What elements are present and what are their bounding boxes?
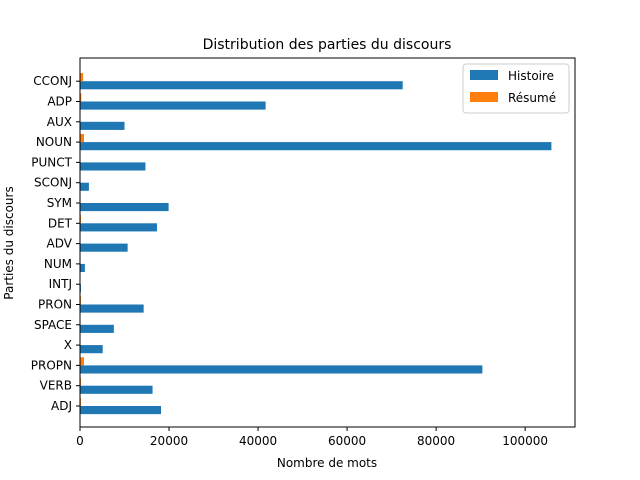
bar-resume-noun <box>80 133 85 143</box>
bar-histoire-num <box>80 263 85 273</box>
y-tick-label-pron: PRON <box>38 298 72 312</box>
x-tick-label-60000: 60000 <box>328 434 366 448</box>
bar-histoire-verb <box>80 385 153 394</box>
bar-histoire-x <box>80 345 103 354</box>
legend: Histoire Résumé <box>462 63 570 114</box>
bar-resume-cconj <box>80 73 84 82</box>
y-tick-label-punct: PUNCT <box>31 155 72 169</box>
legend-label-resume: Résumé <box>508 91 556 105</box>
bar-histoire-adp <box>80 101 266 110</box>
x-tick-label-100000: 100000 <box>502 434 548 448</box>
x-axis-label: Nombre de mots <box>277 456 377 470</box>
bar-histoire-pron <box>80 304 144 313</box>
bar-resume-adp <box>80 93 82 102</box>
x-tick-label-20000: 20000 <box>150 434 188 448</box>
bars-layer <box>80 73 552 415</box>
legend-swatch-histoire <box>470 70 498 80</box>
bar-histoire-sym <box>80 203 169 212</box>
bar-histoire-adv <box>80 243 128 252</box>
y-tick-label-x: X <box>64 338 72 352</box>
axes-frame <box>79 57 576 428</box>
y-tick-label-aux: AUX <box>47 115 72 129</box>
y-tick-label-adp: ADP <box>47 95 72 109</box>
bar-histoire-space <box>80 324 114 333</box>
y-axis-label: Parties du discours <box>2 186 16 299</box>
x-tick-label-80000: 80000 <box>417 434 455 448</box>
y-axis-ticks: ADJ VERB PROPN X SPACE PRON INTJ NUM ADV DET SYM SC… <box>31 74 80 413</box>
bar-histoire-sconj <box>80 182 89 191</box>
y-tick-label-cconj: CCONJ <box>33 74 72 88</box>
bar-histoire-noun <box>80 142 552 151</box>
bar-histoire-cconj <box>80 81 403 90</box>
y-tick-label-num: NUM <box>44 257 72 271</box>
y-tick-label-propn: PROPN <box>31 358 72 372</box>
bar-histoire-aux <box>80 121 125 130</box>
y-tick-label-noun: NOUN <box>36 135 72 149</box>
legend-swatch-resume <box>470 92 498 102</box>
bar-histoire-adj <box>80 406 162 415</box>
y-tick-label-intj: INTJ <box>49 277 72 291</box>
x-tick-label-40000: 40000 <box>239 434 277 448</box>
bar-histoire-punct <box>80 162 146 171</box>
y-tick-label-det: DET <box>48 216 73 230</box>
bar-histoire-propn <box>80 365 483 374</box>
legend-label-histoire: Histoire <box>508 69 554 83</box>
y-tick-label-verb: VERB <box>40 379 72 393</box>
y-tick-label-sym: SYM <box>47 196 72 210</box>
bar-histoire-det <box>80 223 158 232</box>
x-tick-label-0: 0 <box>76 434 84 448</box>
bar-resume-propn <box>80 357 85 366</box>
y-tick-label-adv: ADV <box>47 237 73 251</box>
y-tick-label-space: SPACE <box>34 318 72 332</box>
x-axis-ticks: 0 20000 40000 60000 80000 100000 <box>76 427 548 448</box>
y-tick-label-sconj: SCONJ <box>34 176 72 190</box>
chart-title: Distribution des parties du discours <box>203 37 452 53</box>
y-tick-label-adj: ADJ <box>51 399 72 413</box>
